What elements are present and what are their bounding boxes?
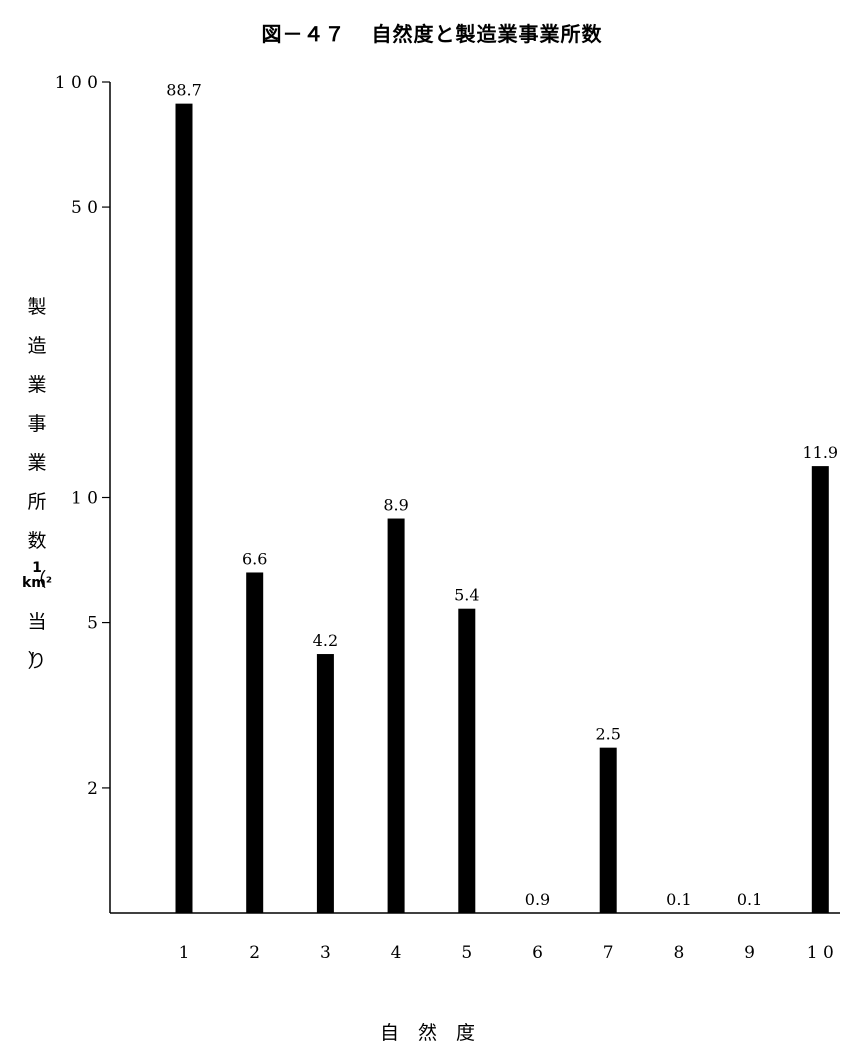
bar-value-label: 8.9: [383, 496, 408, 515]
x-category-label: 4: [391, 943, 402, 963]
bar-value-label: 0.1: [666, 890, 691, 909]
bar: [316, 654, 334, 913]
bar: [175, 103, 193, 913]
x-category-label: 6: [532, 943, 543, 963]
bar-value-label: 2.5: [595, 725, 620, 744]
y-axis-label-char: 業: [27, 452, 47, 474]
bar: [458, 608, 476, 913]
bar-value-label: 4.2: [313, 631, 338, 650]
figure-title-text: 自然度と製造業事業所数: [371, 22, 603, 46]
x-category-label: 3: [320, 943, 331, 963]
y-axis-label-char: 業: [27, 374, 47, 396]
bar: [387, 518, 405, 913]
x-category-label: 2: [249, 943, 260, 963]
y-tick-label: 5 0: [71, 198, 98, 218]
y-axis-label-char: 造: [27, 335, 47, 357]
y-tick-label: 2: [87, 779, 98, 799]
bar: [246, 572, 264, 913]
x-category-label: 1: [179, 943, 190, 963]
y-axis-label-char: 所: [27, 491, 47, 513]
bar-value-label: 5.4: [454, 586, 479, 605]
y-tick-label: 1 0 0: [55, 73, 98, 93]
x-category-label: 5: [461, 943, 472, 963]
y-axis-label-char: 製: [27, 296, 47, 318]
y-axis-label: 製造業事業所数（ 1 km² 当り）: [22, 288, 52, 681]
bar-value-label: 0.1: [737, 890, 762, 909]
bar-value-label: 0.9: [525, 890, 550, 909]
bar-value-label: 11.9: [802, 443, 838, 462]
x-axis-label: 自 然 度: [380, 1022, 476, 1044]
y-axis-label-unit: 当り: [27, 611, 47, 672]
y-axis-label-char: 数（: [27, 530, 47, 591]
y-axis-label-char: 事: [27, 413, 47, 435]
figure-number: 図－４７: [261, 22, 346, 46]
x-category-label: 9: [744, 943, 755, 963]
x-category-label: 8: [673, 943, 684, 963]
bar-value-label: 6.6: [242, 549, 267, 568]
x-category-label: 1 0: [807, 943, 834, 963]
bar: [599, 747, 617, 913]
bar-value-label: 88.7: [166, 81, 202, 100]
chart-title: 図－４７ 自然度と製造業事業所数: [0, 18, 864, 47]
y-axis-label-unit: km²: [22, 575, 53, 591]
y-tick-label: 5: [87, 614, 98, 634]
y-axis-label-unit: 1: [32, 560, 42, 576]
y-tick-label: 1 0: [71, 489, 98, 509]
x-category-label: 7: [603, 943, 614, 963]
bar: [811, 466, 829, 913]
y-axis-label-unit: ）: [27, 650, 47, 672]
